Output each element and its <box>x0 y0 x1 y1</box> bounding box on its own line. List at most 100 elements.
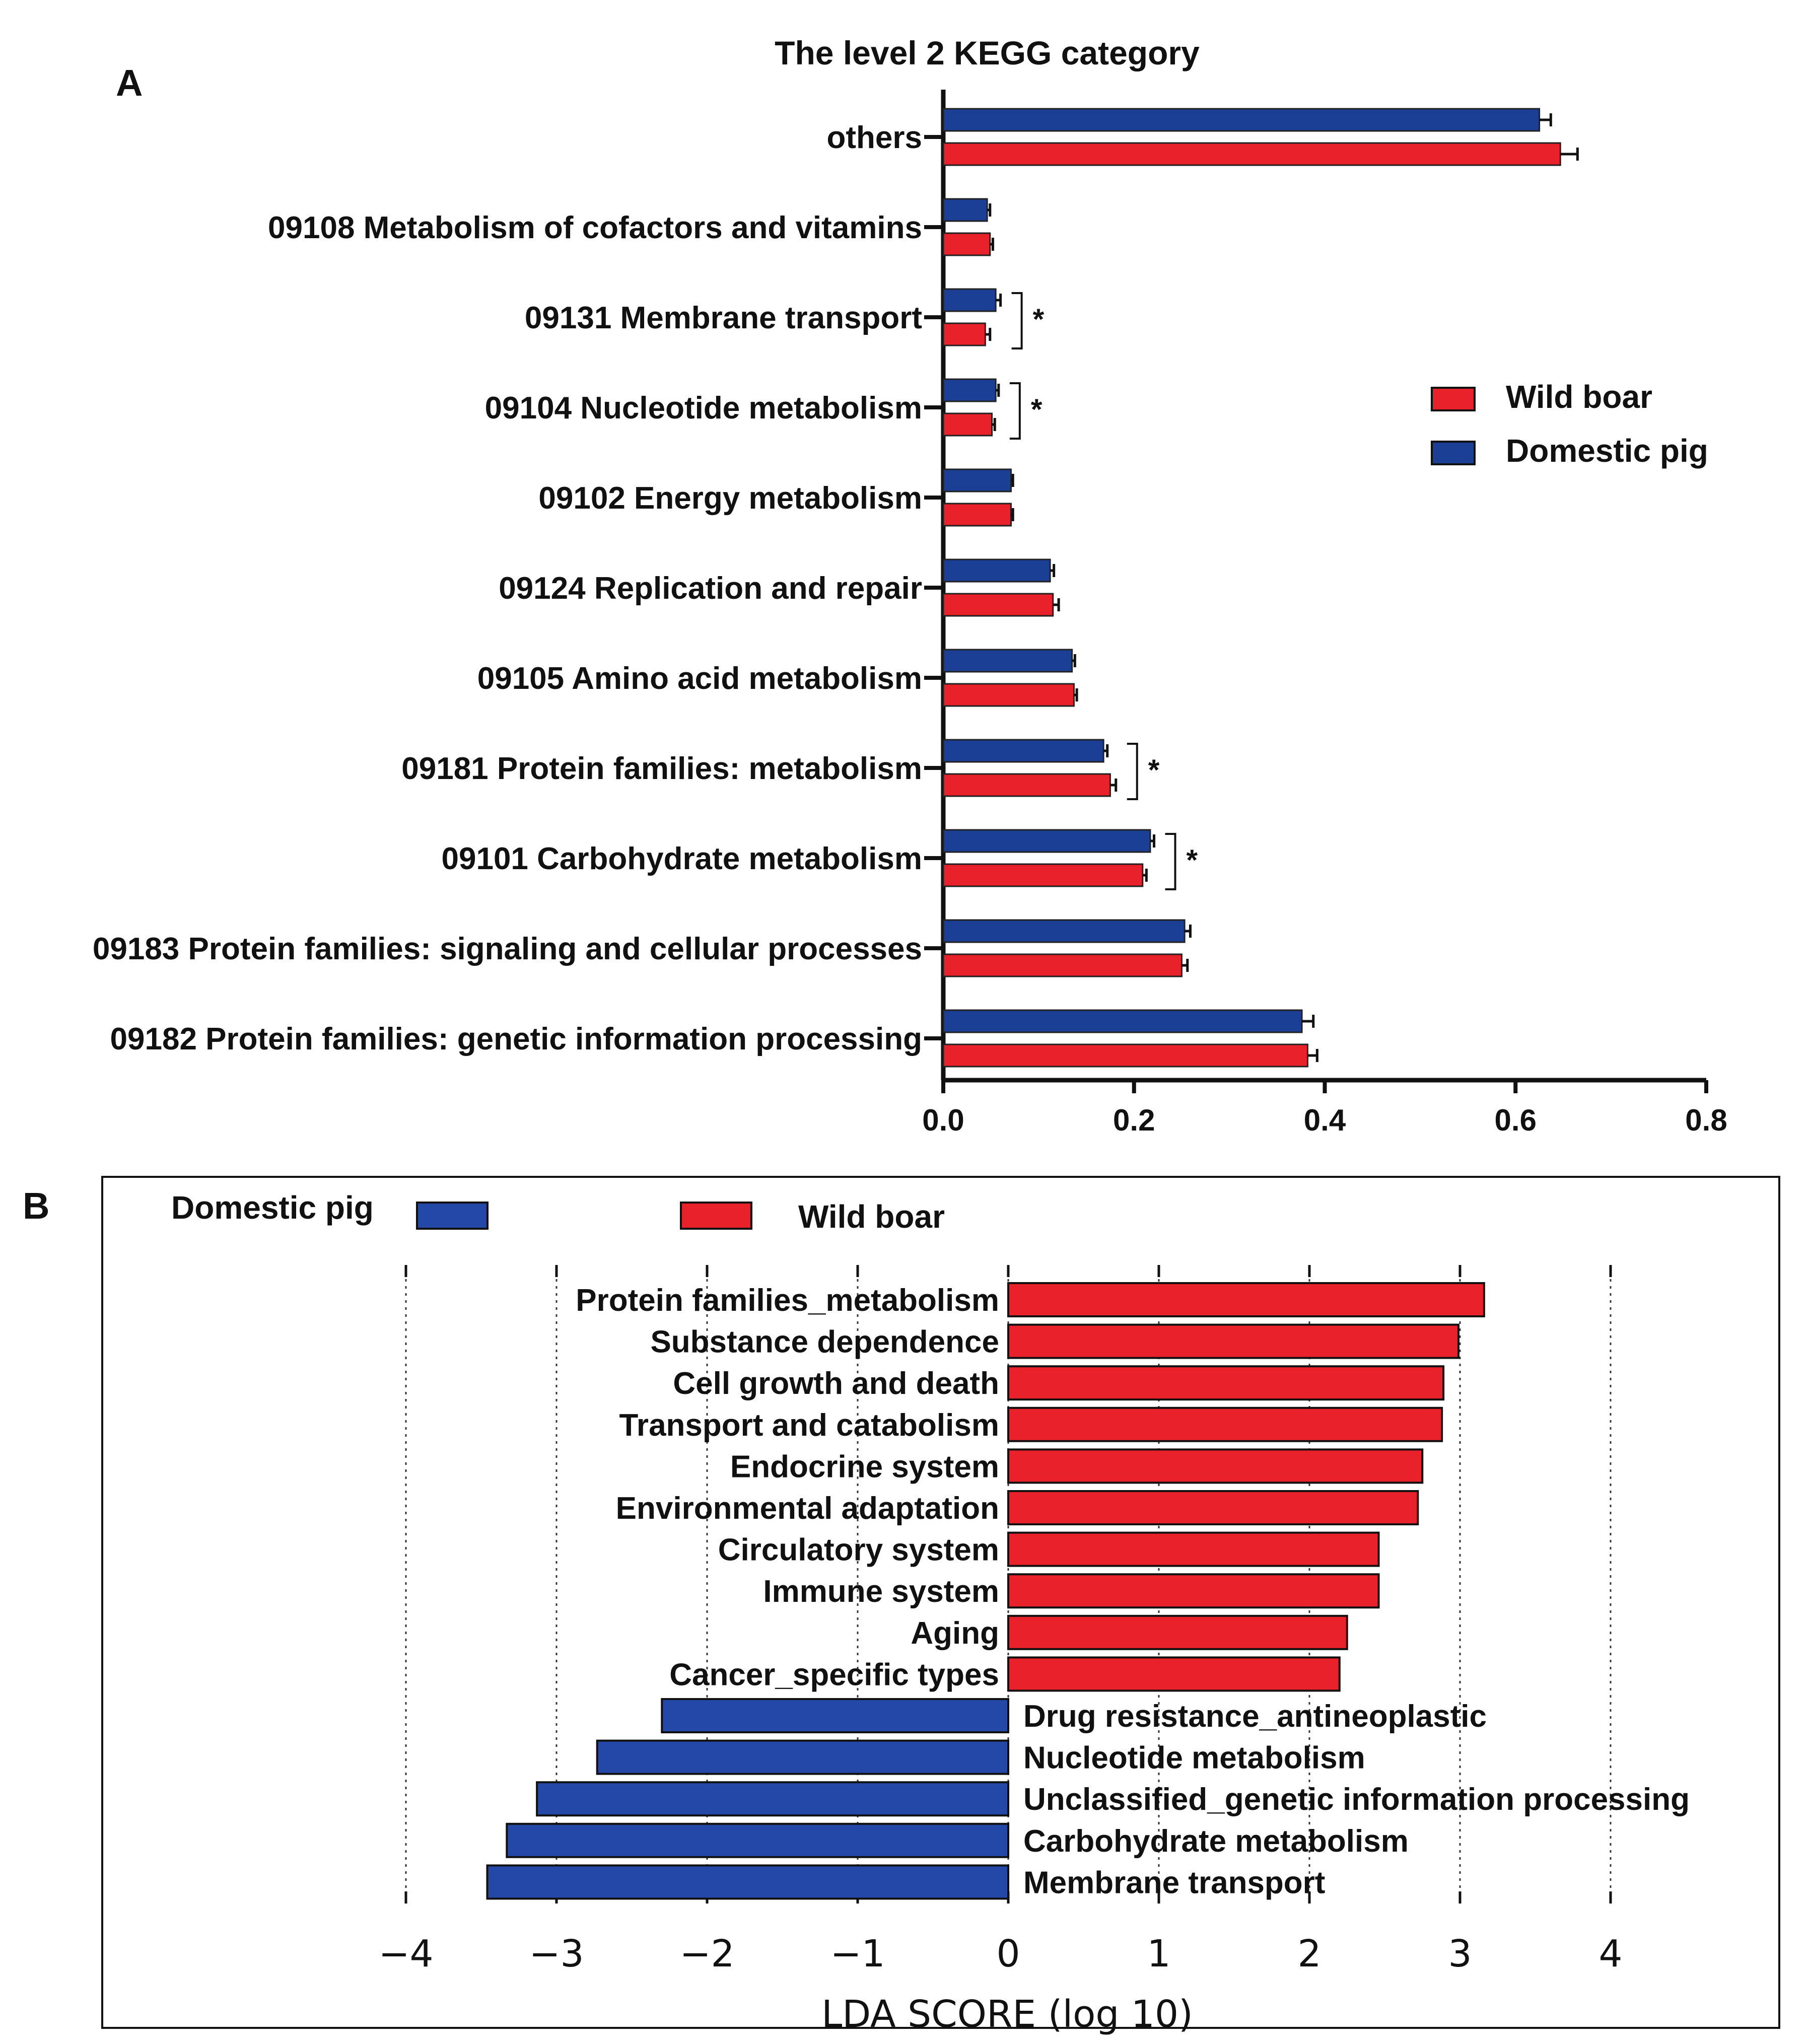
bar-domestic-pig <box>942 108 1541 132</box>
panel-b-frame <box>101 1176 1780 2029</box>
bar-wild-boar <box>942 953 1182 977</box>
lda-label-unclassified-genetic-information-processing: Unclassified_genetic information process… <box>1023 1782 1690 1817</box>
significance-star: * <box>1187 844 1198 877</box>
lda-bar-environmental-adaptation <box>1007 1490 1419 1525</box>
panel-b-x-tick-label: −2 <box>679 1932 734 1976</box>
panel-b-x-axis-label: LDA SCORE (log 10) <box>821 1993 1193 2036</box>
category-label-09181-protein-families-metabolism: 09181 Protein families: metabolism <box>401 751 922 786</box>
category-label-09105-amino-acid-metabolism: 09105 Amino acid metabolism <box>477 661 922 696</box>
bar-wild-boar <box>942 773 1111 797</box>
lda-bar-immune-system <box>1007 1573 1380 1609</box>
bar-wild-boar <box>942 863 1144 887</box>
category-label-09104-nucleotide-metabolism: 09104 Nucleotide metabolism <box>485 391 922 426</box>
bar-wild-boar <box>942 593 1054 617</box>
panel-a-x-tick-label: 0.6 <box>1495 1103 1537 1137</box>
legend-swatch-domestic-pig-b <box>416 1202 489 1230</box>
panel-b-x-tick-label: 1 <box>1147 1932 1170 1976</box>
lda-bar-carbohydrate-metabolism <box>506 1822 1009 1858</box>
lda-label-endocrine-system: Endocrine system <box>730 1449 999 1484</box>
lda-label-substance-dependence: Substance dependence <box>650 1325 999 1360</box>
legend-swatch-domestic-pig <box>1431 441 1476 465</box>
lda-label-nucleotide-metabolism: Nucleotide metabolism <box>1023 1741 1365 1776</box>
lda-bar-endocrine-system <box>1007 1448 1424 1484</box>
legend-swatch-wild-boar-b <box>680 1202 752 1230</box>
panel-b-label: B <box>23 1185 49 1227</box>
lda-bar-substance-dependence <box>1007 1323 1460 1359</box>
significance-bracket <box>1009 382 1021 440</box>
significance-star: * <box>1033 303 1045 336</box>
bar-wild-boar <box>942 412 993 437</box>
category-label-09182-protein-families-genetic-information-processing: 09182 Protein families: genetic informat… <box>110 1022 922 1056</box>
lda-label-protein-families-metabolism: Protein families_metabolism <box>576 1283 999 1318</box>
bar-wild-boar <box>942 142 1561 166</box>
bar-wild-boar <box>942 503 1012 527</box>
panel-b-x-tick-label: 4 <box>1598 1932 1622 1976</box>
legend-label-domestic-pig-b: Domestic pig <box>171 1189 374 1226</box>
category-label-09183-protein-families-signaling-and-cellular-processes: 09183 Protein families: signaling and ce… <box>93 932 922 966</box>
lda-label-immune-system: Immune system <box>763 1574 999 1609</box>
category-label-09131-membrane-transport: 09131 Membrane transport <box>525 301 922 335</box>
lda-bar-aging <box>1007 1614 1348 1650</box>
lda-label-membrane-transport: Membrane transport <box>1023 1865 1325 1900</box>
lda-bar-circulatory-system <box>1007 1531 1380 1567</box>
panel-a-plot: 0.0 0.2 0.4 0.6 0.8 others 09108 Metabolism of… <box>93 90 1727 1137</box>
lda-label-transport-and-catabolism: Transport and catabolism <box>619 1408 999 1443</box>
lda-bar-drug-resistance-antineoplastic <box>661 1698 1010 1733</box>
bar-domestic-pig <box>942 919 1186 943</box>
legend-label-domestic-pig: Domestic pig <box>1506 433 1708 469</box>
category-label-09108-metabolism-of-cofactors-and-vitamins: 09108 Metabolism of cofactors and vitami… <box>268 210 922 245</box>
significance-star: * <box>1148 754 1160 787</box>
panel-a-title: The level 2 KEGG category <box>775 34 1200 72</box>
significance-bracket <box>1165 833 1176 890</box>
bar-wild-boar <box>942 1043 1308 1068</box>
bar-wild-boar <box>942 232 991 256</box>
panel-b-x-tick-label: −1 <box>830 1932 885 1976</box>
lda-label-environmental-adaptation: Environmental adaptation <box>616 1491 999 1526</box>
lda-bar-cell-growth-and-death <box>1007 1365 1445 1401</box>
panel-a-x-tick-label: 0.2 <box>1113 1103 1155 1137</box>
significance-bracket <box>1011 292 1023 349</box>
bar-domestic-pig <box>942 739 1104 763</box>
panel-b-x-tick-label: −3 <box>529 1932 584 1976</box>
significance-star: * <box>1031 393 1042 426</box>
lda-bar-unclassified-genetic-information-processing <box>536 1781 1009 1817</box>
category-label-09124-replication-and-repair: 09124 Replication and repair <box>499 571 922 606</box>
panel-a-legend: Wild boar Domestic pig <box>1431 379 1708 469</box>
bar-domestic-pig <box>942 468 1012 492</box>
bar-domestic-pig <box>942 198 988 222</box>
category-label-09102-energy-metabolism: 09102 Energy metabolism <box>538 481 922 516</box>
panel-b-x-tick-label: 2 <box>1297 1932 1321 1976</box>
legend-swatch-wild-boar <box>1431 387 1476 411</box>
lda-label-cancer-specific-types: Cancer_specific types <box>669 1657 999 1692</box>
lda-label-circulatory-system: Circulatory system <box>718 1533 999 1568</box>
panel-a-x-tick-label: 0.8 <box>1685 1103 1727 1137</box>
panel-a-x-tick-label: 0.0 <box>922 1103 964 1137</box>
bar-domestic-pig <box>942 288 997 312</box>
lda-bar-protein-families-metabolism <box>1007 1282 1485 1317</box>
legend-label-wild-boar-b: Wild boar <box>798 1199 945 1235</box>
significance-bracket <box>1127 743 1138 800</box>
panel-b-x-tick-label: 3 <box>1448 1932 1472 1976</box>
panel-a-x-tick-label: 0.4 <box>1304 1103 1346 1137</box>
bar-domestic-pig <box>942 649 1073 673</box>
panel-a: A The level 2 KEGG category 0.0 0.2 0.4 0.6… <box>93 34 1727 1137</box>
panel-b-x-tick-label: −4 <box>378 1932 433 1976</box>
panel-b-plot: −4 −3 −2 −1 0 1 2 3 4 LDA SCORE (log 10) Protein f… <box>378 1265 1690 2036</box>
bar-domestic-pig <box>942 829 1151 853</box>
panel-b-legend: Domestic pig Wild boar <box>171 1189 945 1235</box>
bar-wild-boar <box>942 683 1075 707</box>
lda-label-cell-growth-and-death: Cell growth and death <box>673 1366 999 1401</box>
lda-label-drug-resistance-antineoplastic: Drug resistance_antineoplastic <box>1023 1699 1487 1734</box>
lda-bar-transport-and-catabolism <box>1007 1406 1443 1442</box>
panel-b-x-tick-label: 0 <box>996 1932 1020 1976</box>
bar-domestic-pig <box>942 378 997 402</box>
lda-label-aging: Aging <box>911 1616 999 1651</box>
lda-bar-nucleotide-metabolism <box>596 1739 1009 1775</box>
panel-a-label: A <box>116 62 143 104</box>
category-label-09101-carbohydrate-metabolism: 09101 Carbohydrate metabolism <box>442 841 923 876</box>
panel-b: B Domestic pig Wild boar −4 −3 −2 −1 0 1 2 3 4 LD… <box>23 1176 1780 2036</box>
legend-label-wild-boar: Wild boar <box>1506 379 1652 415</box>
bar-domestic-pig <box>942 1009 1303 1033</box>
lda-bar-cancer-specific-types <box>1007 1656 1341 1692</box>
